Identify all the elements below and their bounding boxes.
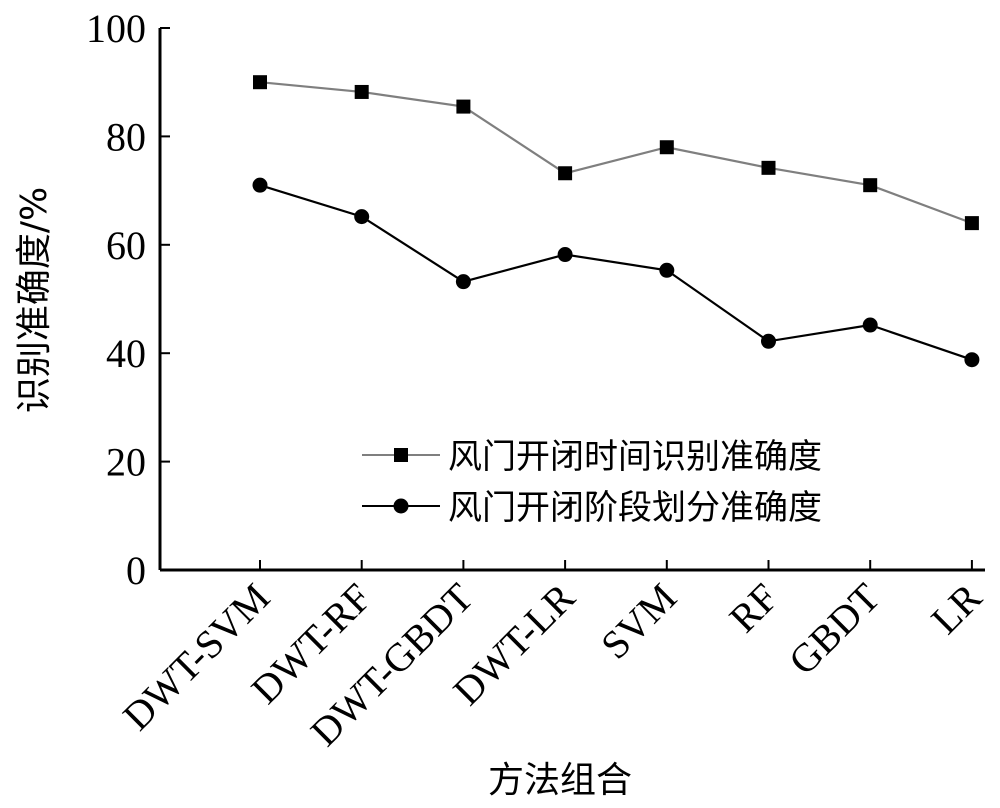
series-layer [252,75,980,368]
data-point-series-2 [659,262,675,278]
x-tick-label: SVM [592,575,685,668]
x-tick-label: GBDT [780,575,889,684]
data-point-series-1 [558,166,573,181]
data-point-series-1 [456,99,471,114]
legend-circle-marker-icon [393,498,409,514]
data-point-series-1 [964,216,979,231]
data-point-series-2 [557,247,573,263]
data-point-series-1 [863,178,878,193]
data-point-series-1 [354,84,369,99]
data-point-series-2 [455,274,471,290]
y-ticks: 0 20 40 60 80 100 [86,6,170,593]
data-point-series-2 [862,317,878,333]
legend-label-series-2: 风门开闭阶段划分准确度 [448,488,822,528]
data-point-series-1 [253,75,267,90]
y-tick-label: 20 [106,440,146,485]
y-tick-label: 80 [106,114,146,159]
y-tick-label: 100 [86,6,146,51]
data-point-series-2 [354,209,370,225]
legend-label-series-1: 风门开闭时间识别准确度 [448,437,822,477]
y-tick-label: 40 [106,331,146,376]
y-tick-label: 60 [106,223,146,268]
legend: 风门开闭时间识别准确度 风门开闭阶段划分准确度 [362,437,822,528]
axes [158,28,985,572]
x-axis-title: 方法组合 [488,760,632,801]
data-point-series-1 [659,140,674,155]
legend-square-marker-icon [394,448,408,462]
data-point-series-1 [761,160,776,175]
y-tick-label: 0 [126,548,146,593]
data-point-series-2 [252,177,268,193]
series-line-1 [259,81,973,225]
data-point-series-2 [964,352,980,368]
x-tick-label: DWT-SVM [114,575,278,739]
x-tick-label: RF [720,575,786,641]
y-axis-title: 识别准确度/% [14,187,55,413]
data-point-series-2 [761,333,776,349]
series-line-2 [259,184,973,361]
x-tick-label: LR [922,574,990,642]
